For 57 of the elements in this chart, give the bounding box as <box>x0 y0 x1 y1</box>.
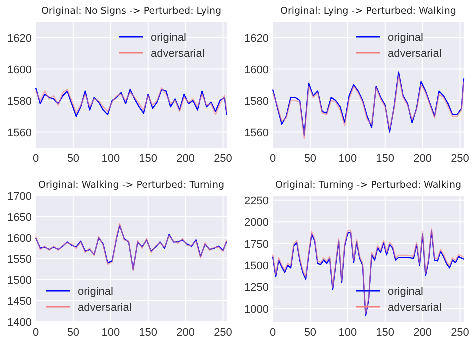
x-tick-label: 100 <box>338 153 358 165</box>
x-tick-label: 100 <box>102 327 120 339</box>
x-tick-label: 150 <box>376 327 395 339</box>
legend-label: adversarial <box>151 48 205 60</box>
x-tick-label: 0 <box>270 327 276 339</box>
legend-label: adversarial <box>388 302 442 314</box>
legend-label: original <box>388 286 424 298</box>
y-tick-label: 1000 <box>244 304 269 316</box>
x-tick-label: 150 <box>139 153 158 165</box>
x-tick-label: 200 <box>176 327 195 339</box>
y-tick-label: 2250 <box>244 195 269 208</box>
y-tick-label: 1250 <box>244 282 269 294</box>
y-tick-label: 1500 <box>244 260 269 273</box>
y-tick-label: 1580 <box>244 96 269 108</box>
x-tick-label: 0 <box>32 327 40 339</box>
y-tick-label: 1560 <box>244 127 269 140</box>
y-tick-label: 1560 <box>8 127 32 140</box>
x-tick-label: 50 <box>304 327 317 339</box>
y-tick-label: 1500 <box>8 275 32 287</box>
x-tick-label: 200 <box>414 327 432 339</box>
y-tick-label: 1400 <box>8 317 32 329</box>
x-tick-label: 200 <box>176 153 195 165</box>
y-tick-label: 2000 <box>244 217 269 230</box>
y-tick-label: 1650 <box>8 212 32 224</box>
y-tick-label: 1700 <box>8 191 32 203</box>
x-tick-label: 50 <box>304 153 317 165</box>
chart-title: Original: No Signs -> Perturbed: Lying <box>41 6 222 17</box>
x-tick-label: 0 <box>32 153 40 165</box>
chart-title: Original: Turning -> Perturbed: Walking <box>275 180 462 191</box>
y-tick-label: 1600 <box>8 233 32 245</box>
y-tick-label: 1620 <box>8 32 32 45</box>
x-tick-label: 50 <box>67 327 80 339</box>
x-tick-label: 0 <box>270 153 276 165</box>
x-tick-label: 100 <box>102 153 120 165</box>
x-tick-label: 150 <box>376 153 395 165</box>
y-tick-label: 1450 <box>8 296 32 308</box>
y-tick-label: 1550 <box>8 254 32 266</box>
x-tick-label: 100 <box>338 327 358 339</box>
x-tick-label: 250 <box>214 153 232 165</box>
x-tick-label: 50 <box>67 153 80 165</box>
chart-title: Original: Walking -> Perturbed: Turning <box>38 180 225 191</box>
y-tick-label: 1750 <box>244 238 269 251</box>
x-tick-label: 250 <box>451 327 470 339</box>
x-tick-label: 250 <box>451 153 470 165</box>
legend-label: original <box>78 286 114 298</box>
legend-label: original <box>151 32 186 44</box>
legend-label: original <box>388 32 424 44</box>
y-tick-label: 1600 <box>8 64 32 76</box>
x-tick-label: 250 <box>214 327 232 339</box>
y-tick-label: 1580 <box>8 96 32 108</box>
chart-title: Original: Lying -> Perturbed: Walking <box>280 6 456 17</box>
y-tick-label: 1600 <box>244 64 269 76</box>
x-tick-label: 150 <box>139 327 158 339</box>
legend-label: adversarial <box>388 48 442 60</box>
y-tick-label: 1620 <box>244 32 269 45</box>
x-tick-label: 200 <box>414 153 432 165</box>
legend-label: adversarial <box>78 302 132 314</box>
